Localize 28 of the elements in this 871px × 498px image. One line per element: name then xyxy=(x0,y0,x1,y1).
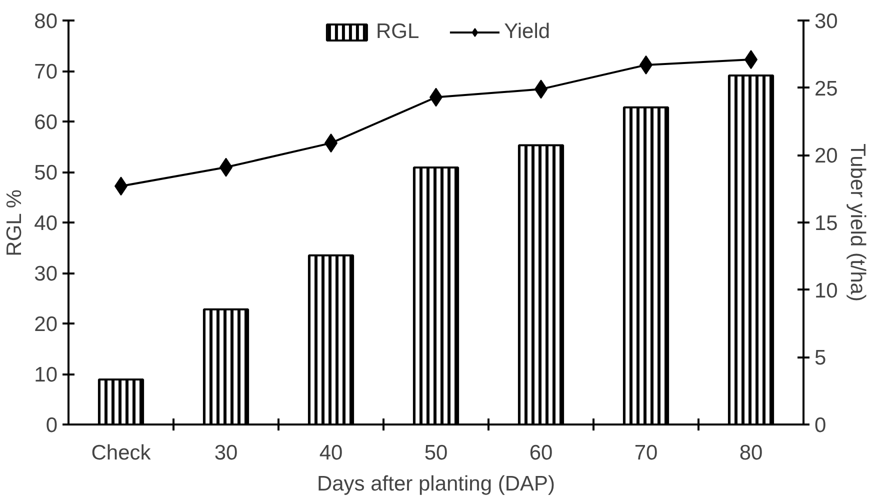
y2-tick-label: 0 xyxy=(814,414,826,437)
y2-axis-title: Tuber yield (t/ha) xyxy=(846,144,869,302)
y-axis-title: RGL % xyxy=(3,189,26,256)
y-tick-label: 20 xyxy=(34,313,58,336)
y-tick-label: 80 xyxy=(34,10,58,33)
y2-tick-label: 5 xyxy=(814,346,826,370)
y-tick-label: 50 xyxy=(34,162,58,184)
x-tick-label: Check xyxy=(91,442,152,464)
y-tick-label: 60 xyxy=(34,111,58,134)
x-tick-label: 40 xyxy=(319,442,343,464)
y2-tick-label: 30 xyxy=(814,10,838,33)
y-tick-label: 0 xyxy=(46,414,58,437)
x-tick-label: 70 xyxy=(634,442,658,464)
y2-tick-label: 20 xyxy=(814,144,838,168)
y-tick-label: 30 xyxy=(34,262,58,286)
x-tick-label: 50 xyxy=(424,442,448,464)
legend-label: Yield xyxy=(504,20,550,44)
y-tick-label: 70 xyxy=(34,60,58,84)
x-axis-title: Days after planting (DAP) xyxy=(316,472,556,496)
legend-label: RGL xyxy=(376,20,420,44)
y2-tick-label: 15 xyxy=(814,212,838,235)
y2-tick-label: 10 xyxy=(814,279,838,302)
y-tick-label: 40 xyxy=(34,212,58,235)
y2-tick-label: 25 xyxy=(814,77,838,100)
y-tick-label: 10 xyxy=(34,364,58,386)
x-tick-label: 30 xyxy=(214,442,238,464)
x-tick-label: 80 xyxy=(739,442,763,464)
x-tick-label: 60 xyxy=(529,442,553,464)
